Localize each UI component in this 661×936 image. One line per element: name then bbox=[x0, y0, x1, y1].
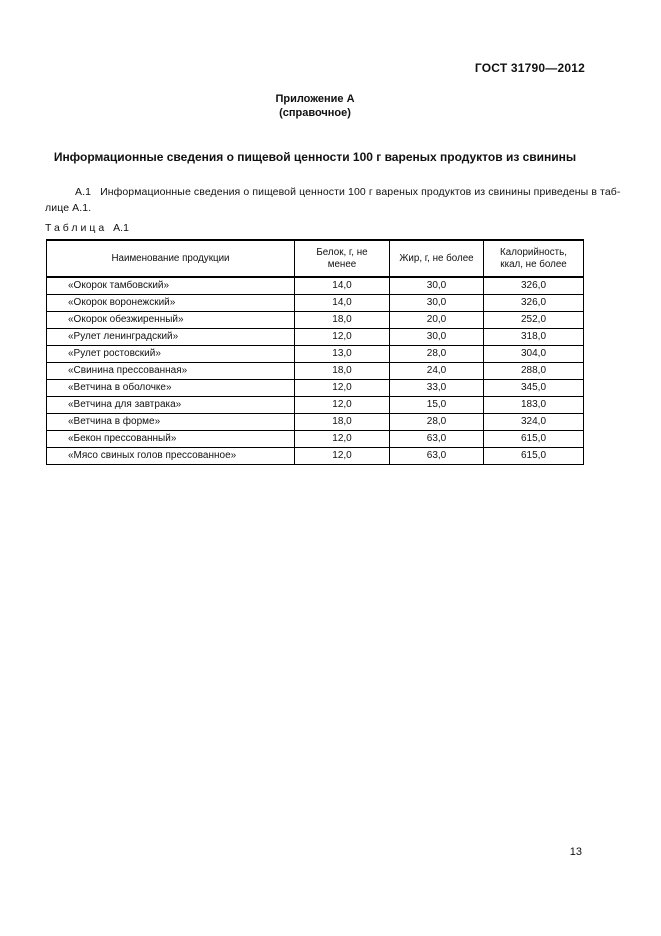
calories-cell: 615,0 bbox=[483, 429, 584, 448]
calories-cell: 183,0 bbox=[483, 395, 584, 414]
table-row: «Ветчина в оболочке» 12,0 33,0 345,0 bbox=[46, 378, 584, 397]
product-name-cell: «Ветчина в форме» bbox=[46, 412, 295, 431]
page-number: 13 bbox=[569, 846, 582, 858]
protein-cell: 12,0 bbox=[294, 327, 390, 346]
paragraph-line-1: А.1 Информационные сведения о пищевой цен… bbox=[45, 185, 620, 201]
annex-heading: Приложение А (справочное) bbox=[45, 92, 585, 120]
table-row: «Рулет ленинградский» 12,0 30,0 318,0 bbox=[46, 327, 584, 346]
protein-cell: 13,0 bbox=[294, 344, 390, 363]
table-row: «Мясо свиных голов прессованное» 12,0 63,0… bbox=[46, 446, 584, 465]
paragraph-a1: А.1 Информационные сведения о пищевой цен… bbox=[45, 185, 620, 216]
header-row: Наименование продукции Белок, г, не мене… bbox=[46, 239, 584, 278]
protein-cell: 12,0 bbox=[294, 378, 390, 397]
calories-cell: 252,0 bbox=[483, 310, 584, 329]
annex-subtitle: (справочное) bbox=[279, 107, 351, 119]
table-label: Таблица А.1 bbox=[45, 222, 129, 234]
calories-cell: 288,0 bbox=[483, 361, 584, 380]
protein-cell: 12,0 bbox=[294, 429, 390, 448]
calories-cell: 324,0 bbox=[483, 412, 584, 431]
section-title: Информационные сведения о пищевой ценнос… bbox=[53, 150, 577, 164]
fat-cell: 30,0 bbox=[389, 276, 484, 295]
protein-cell: 14,0 bbox=[294, 293, 390, 312]
doc-number: ГОСТ 31790—2012 bbox=[474, 61, 585, 75]
protein-cell: 14,0 bbox=[294, 276, 390, 295]
table-row: «Ветчина для завтрака» 12,0 15,0 183,0 bbox=[46, 395, 584, 414]
product-name-cell: «Окорок обезжиренный» bbox=[46, 310, 295, 329]
fat-cell: 24,0 bbox=[389, 361, 484, 380]
table-row: «Рулет ростовский» 13,0 28,0 304,0 bbox=[46, 344, 584, 363]
table-row: «Ветчина в форме» 18,0 28,0 324,0 bbox=[46, 412, 584, 431]
calories-cell: 615,0 bbox=[483, 446, 584, 465]
protein-cell: 18,0 bbox=[294, 412, 390, 431]
col-header-protein: Белок, г, не менее bbox=[294, 239, 390, 278]
nutrition-table-header: Наименование продукции Белок, г, не мене… bbox=[46, 239, 584, 278]
col-header-fat: Жир, г, не более bbox=[389, 239, 484, 278]
product-name-cell: «Рулет ленинградский» bbox=[46, 327, 295, 346]
table-row: «Окорок обезжиренный» 18,0 20,0 252,0 bbox=[46, 310, 584, 329]
col-header-product: Наименование продукции bbox=[46, 239, 295, 278]
fat-cell: 30,0 bbox=[389, 327, 484, 346]
paragraph-number: А.1 bbox=[75, 186, 92, 198]
product-name-cell: «Бекон прессованный» bbox=[46, 429, 295, 448]
fat-cell: 63,0 bbox=[389, 429, 484, 448]
nutrition-table: Наименование продукции Белок, г, не мене… bbox=[46, 239, 584, 465]
calories-cell: 318,0 bbox=[483, 327, 584, 346]
fat-cell: 28,0 bbox=[389, 344, 484, 363]
table-row: «Свинина прессованная» 18,0 24,0 288,0 bbox=[46, 361, 584, 380]
product-name-cell: «Окорок тамбовский» bbox=[46, 276, 295, 295]
table-row: «Бекон прессованный» 12,0 63,0 615,0 bbox=[46, 429, 584, 448]
paragraph-text-1: Информационные сведения о пищевой ценнос… bbox=[100, 186, 621, 198]
product-name-cell: «Ветчина в оболочке» bbox=[46, 378, 295, 397]
col-header-calories: Калорийность, ккал, не более bbox=[483, 239, 584, 278]
product-name-cell: «Свинина прессованная» bbox=[46, 361, 295, 380]
table-row: «Окорок воронежский» 14,0 30,0 326,0 bbox=[46, 293, 584, 312]
protein-cell: 18,0 bbox=[294, 310, 390, 329]
calories-cell: 345,0 bbox=[483, 378, 584, 397]
fat-cell: 63,0 bbox=[389, 446, 484, 465]
protein-cell: 12,0 bbox=[294, 446, 390, 465]
product-name-cell: «Мясо свиных голов прессованное» bbox=[46, 446, 295, 465]
table-label-number: А.1 bbox=[113, 222, 129, 234]
fat-cell: 30,0 bbox=[389, 293, 484, 312]
fat-cell: 33,0 bbox=[389, 378, 484, 397]
table-label-word: Таблица bbox=[45, 222, 108, 234]
fat-cell: 15,0 bbox=[389, 395, 484, 414]
calories-cell: 304,0 bbox=[483, 344, 584, 363]
table-row: «Окорок тамбовский» 14,0 30,0 326,0 bbox=[46, 276, 584, 295]
product-name-cell: «Окорок воронежский» bbox=[46, 293, 295, 312]
calories-cell: 326,0 bbox=[483, 293, 584, 312]
fat-cell: 28,0 bbox=[389, 412, 484, 431]
nutrition-table-body: «Окорок тамбовский» 14,0 30,0 326,0 «Окорок … bbox=[46, 276, 584, 465]
paragraph-line-2: лице А.1. bbox=[45, 201, 92, 214]
product-name-cell: «Ветчина для завтрака» bbox=[46, 395, 295, 414]
protein-cell: 18,0 bbox=[294, 361, 390, 380]
annex-title: Приложение А bbox=[275, 93, 355, 105]
product-name-cell: «Рулет ростовский» bbox=[46, 344, 295, 363]
fat-cell: 20,0 bbox=[389, 310, 484, 329]
calories-cell: 326,0 bbox=[483, 276, 584, 295]
protein-cell: 12,0 bbox=[294, 395, 390, 414]
